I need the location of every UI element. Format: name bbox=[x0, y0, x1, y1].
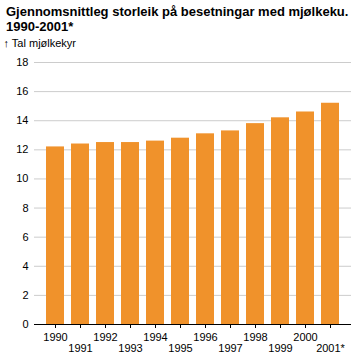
svg-text:4: 4 bbox=[22, 260, 28, 272]
svg-text:8: 8 bbox=[22, 202, 28, 214]
svg-text:18: 18 bbox=[16, 56, 28, 68]
svg-text:1993: 1993 bbox=[118, 342, 142, 354]
svg-text:12: 12 bbox=[16, 143, 28, 155]
svg-text:1992: 1992 bbox=[93, 331, 117, 343]
svg-text:1998: 1998 bbox=[243, 331, 267, 343]
svg-text:6: 6 bbox=[22, 231, 28, 243]
svg-text:1990: 1990 bbox=[43, 331, 67, 343]
svg-text:2000: 2000 bbox=[293, 331, 317, 343]
svg-text:10: 10 bbox=[16, 172, 28, 184]
svg-text:2001*: 2001* bbox=[316, 342, 345, 354]
html-text:Gjennomsnittleg storleik på be: Gjennomsnittleg storleik på besetningar … bbox=[6, 4, 349, 34]
svg-text:1997: 1997 bbox=[218, 342, 242, 354]
svg-text:2: 2 bbox=[22, 289, 28, 301]
svg-text:1991: 1991 bbox=[68, 342, 92, 354]
svg-text:↑ Tal mjølkekyr: ↑ Tal mjølkekyr bbox=[4, 37, 77, 49]
svg-text:1995: 1995 bbox=[168, 342, 192, 354]
svg-text:1999: 1999 bbox=[268, 342, 292, 354]
svg-text:16: 16 bbox=[16, 85, 28, 97]
svg-text:0: 0 bbox=[22, 318, 28, 330]
svg-text:1994: 1994 bbox=[143, 331, 167, 343]
svg-text:1996: 1996 bbox=[193, 331, 217, 343]
svg-text:14: 14 bbox=[16, 114, 28, 126]
